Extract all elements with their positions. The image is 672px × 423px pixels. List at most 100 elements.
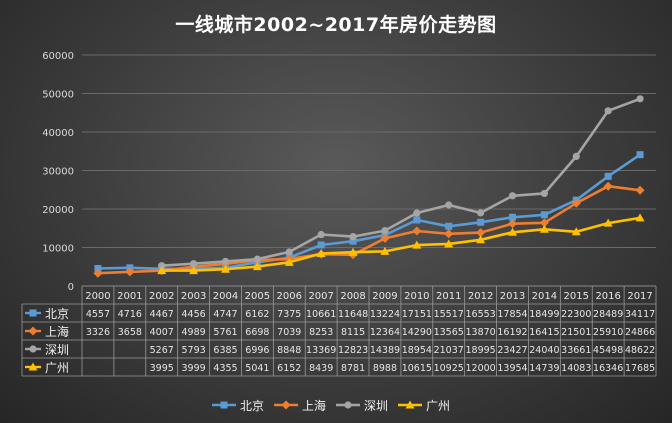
table-value: 11648 — [338, 309, 368, 320]
data-point — [125, 267, 135, 277]
table-value: 13224 — [370, 309, 400, 320]
table-value: 12000 — [465, 363, 495, 374]
data-point — [93, 268, 103, 278]
data-point — [508, 192, 517, 200]
series-3 — [158, 95, 644, 270]
table-value: 6152 — [277, 363, 301, 374]
table-value: 3995 — [150, 363, 174, 374]
data-point — [380, 233, 390, 243]
data-point — [636, 95, 644, 103]
table-value: 21037 — [434, 345, 464, 356]
table-value: 8115 — [341, 327, 365, 338]
legend-label: 深圳 — [364, 399, 388, 413]
data-point — [539, 218, 549, 228]
y-tick-label: 20000 — [42, 205, 74, 216]
table-year-label: 2001 — [117, 291, 142, 302]
data-point — [158, 262, 166, 270]
table-value: 17685 — [625, 363, 655, 374]
y-tick-label: 30000 — [42, 167, 74, 178]
table-value: 3658 — [118, 327, 142, 338]
table-value: 15517 — [434, 309, 464, 320]
table-value: 13369 — [306, 345, 336, 356]
table-year-label: 2005 — [245, 291, 270, 302]
table-value: 45498 — [593, 345, 623, 356]
table-value: 4007 — [150, 327, 174, 338]
table-value: 28489 — [593, 309, 623, 320]
series-line — [160, 97, 642, 267]
table-year-label: 2017 — [627, 291, 652, 302]
data-point — [221, 257, 230, 266]
data-point — [349, 237, 357, 245]
table-year-label: 2003 — [181, 291, 206, 302]
table-value: 7039 — [277, 327, 301, 338]
table-value: 17854 — [497, 309, 527, 320]
data-point — [445, 222, 453, 230]
data-point — [317, 230, 325, 239]
y-tick-label: 0 — [68, 282, 74, 293]
table-legend-marker — [28, 362, 38, 371]
table-value: 16415 — [529, 327, 559, 338]
data-point — [540, 211, 548, 219]
table-value: 33661 — [561, 345, 591, 356]
data-table: 2000 2001 2002 2003 2004 2005 2006 2007 2008 2009… — [21, 286, 657, 377]
table-value: 10615 — [402, 363, 432, 374]
table-year-label: 2008 — [340, 291, 365, 302]
table-year-label: 2014 — [532, 291, 557, 302]
table-value: 4989 — [182, 327, 206, 338]
data-point — [413, 209, 421, 217]
table-value: 3326 — [86, 327, 110, 338]
table-year-label: 2007 — [308, 291, 333, 302]
table-value: 8439 — [309, 363, 333, 374]
data-point — [444, 239, 454, 248]
table-value: 4355 — [213, 363, 237, 374]
data-point — [604, 107, 612, 115]
table-series-label: 广州 — [45, 361, 69, 375]
y-tick-label: 60000 — [42, 51, 74, 62]
table-value: 4747 — [213, 309, 237, 320]
data-point — [603, 218, 613, 227]
data-point — [316, 249, 326, 258]
series-line — [96, 184, 642, 275]
table-value: 6996 — [245, 345, 269, 356]
table-value: 5793 — [182, 345, 206, 356]
data-point — [539, 224, 549, 233]
y-tick-label: 10000 — [42, 244, 74, 255]
data-point — [604, 172, 612, 180]
table-value: 16192 — [497, 327, 527, 338]
data-point — [635, 185, 645, 195]
table-value: 13565 — [434, 327, 464, 338]
table-year-label: 2006 — [277, 291, 302, 302]
table-value: 16553 — [465, 309, 495, 320]
table-value: 6385 — [213, 345, 237, 356]
data-point — [189, 266, 199, 275]
table-series-label: 上海 — [45, 324, 69, 339]
table-value: 8781 — [341, 363, 365, 374]
table-year-label: 2000 — [85, 291, 110, 302]
table-value: 10661 — [306, 309, 336, 320]
table-value: 4557 — [86, 309, 110, 320]
legend-marker — [344, 401, 352, 409]
table-legend-marker — [29, 345, 37, 353]
table-year-label: 2009 — [372, 291, 397, 302]
legend-marker — [405, 400, 415, 409]
data-point — [477, 209, 485, 217]
data-point — [508, 219, 517, 229]
data-point — [477, 218, 485, 226]
data-point — [476, 228, 486, 238]
chart-title: 一线城市2002~2017年房价走势图 — [175, 14, 497, 36]
table-value: 8988 — [373, 363, 397, 374]
data-point — [509, 213, 516, 221]
legend: 北京 上海 深圳 广州 — [212, 398, 450, 413]
table-value: 4467 — [150, 309, 174, 320]
legend-marker — [281, 400, 291, 410]
data-point — [444, 229, 454, 239]
table-value: 24040 — [529, 345, 559, 356]
table-value: 13870 — [465, 327, 495, 338]
legend-marker — [220, 401, 228, 409]
data-point — [284, 257, 294, 266]
series-line — [160, 216, 642, 272]
series-line — [96, 153, 642, 271]
table-value: 22300 — [561, 309, 591, 320]
table-value: 14083 — [561, 363, 591, 374]
